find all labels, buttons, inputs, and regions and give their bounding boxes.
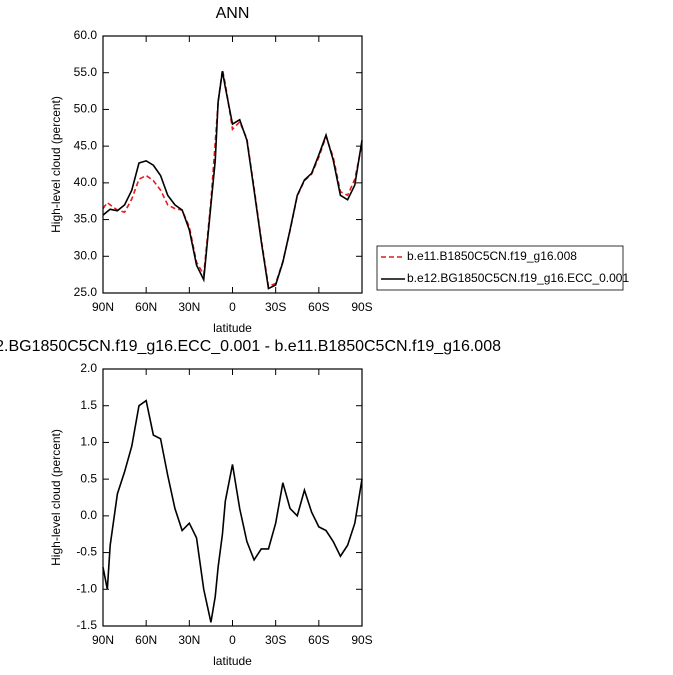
x-axis-label: latitude — [213, 321, 252, 335]
y-axis-label: High-level cloud (percent) — [49, 96, 63, 233]
x-tick-label: 0 — [229, 633, 236, 647]
y-tick-label: -1.0 — [76, 581, 97, 595]
x-tick-label: 60S — [308, 633, 329, 647]
y-tick-label: -0.5 — [76, 545, 97, 559]
x-axis-label: latitude — [213, 654, 252, 668]
y-tick-label: 1.5 — [80, 398, 97, 412]
x-tick-label: 90S — [351, 300, 372, 314]
y-tick-label: 45.0 — [74, 138, 98, 152]
x-tick-label: 0 — [229, 300, 236, 314]
y-tick-label: 30.0 — [74, 248, 98, 262]
x-tick-label: 30N — [178, 300, 200, 314]
plot-frame — [102, 368, 363, 627]
x-tick-label: 30S — [265, 300, 286, 314]
y-tick-label: 2.0 — [80, 361, 97, 375]
legend-label: b.e12.BG1850C5CN.f19_g16.ECC_0.001 — [407, 271, 629, 285]
plot-frame — [102, 35, 363, 294]
y-tick-label: 60.0 — [74, 28, 98, 42]
chart-title: ANN — [216, 5, 250, 22]
y-tick-label: 35.0 — [74, 212, 98, 226]
y-tick-label: 0.5 — [80, 471, 97, 485]
x-tick-label: 30S — [265, 633, 286, 647]
x-tick-label: 90N — [92, 633, 114, 647]
x-tick-label: 90N — [92, 300, 114, 314]
x-tick-label: 30N — [178, 633, 200, 647]
y-tick-label: 40.0 — [74, 175, 98, 189]
y-axis-label: High-level cloud (percent) — [49, 429, 63, 566]
y-tick-label: 0.0 — [80, 508, 97, 522]
x-tick-label: 90S — [351, 633, 372, 647]
legend-label: b.e11.B1850C5CN.f19_g16.008 — [407, 249, 577, 263]
data-line — [102, 399, 363, 623]
y-tick-label: 1.0 — [80, 435, 97, 449]
data-line — [102, 71, 363, 290]
x-tick-label: 60N — [135, 300, 157, 314]
data-line — [102, 69, 363, 288]
y-tick-label: -1.5 — [76, 618, 97, 632]
y-tick-label: 25.0 — [74, 285, 98, 299]
x-tick-label: 60N — [135, 633, 157, 647]
chart-title: b.e12.BG1850C5CN.f19_g16.ECC_0.001 - b.e… — [0, 338, 501, 355]
y-tick-label: 50.0 — [74, 102, 98, 116]
legend-box — [376, 245, 624, 291]
y-tick-label: 55.0 — [74, 65, 98, 79]
x-tick-label: 60S — [308, 300, 329, 314]
